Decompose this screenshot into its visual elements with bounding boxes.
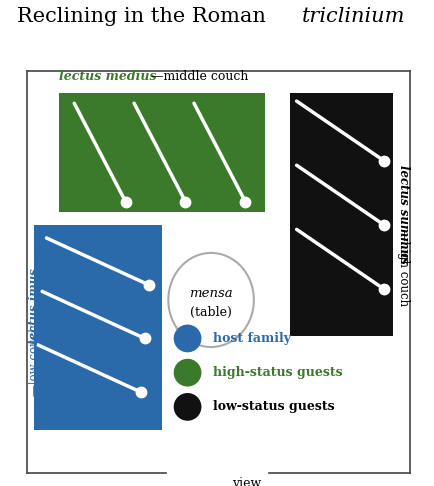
Text: high-status guests: high-status guests [213, 366, 342, 379]
Text: low-status guests: low-status guests [213, 400, 334, 414]
Circle shape [174, 394, 200, 420]
Bar [289, 92, 392, 336]
Text: —low couch: —low couch [28, 324, 41, 396]
Text: Reclining in the Roman: Reclining in the Roman [17, 7, 272, 26]
Bar [33, 225, 161, 431]
Circle shape [174, 360, 200, 385]
Circle shape [174, 326, 200, 351]
Text: host family: host family [213, 332, 290, 345]
Text: lectus summus: lectus summus [396, 165, 409, 264]
Text: lectus imus: lectus imus [28, 268, 41, 344]
Text: mensa: mensa [189, 287, 232, 300]
Bar [59, 92, 264, 212]
Text: view: view [232, 477, 261, 486]
Text: —high couch: —high couch [396, 229, 409, 307]
Text: lectus medius: lectus medius [59, 70, 156, 83]
Text: triclinium: triclinium [302, 7, 405, 26]
Text: —middle couch: —middle couch [151, 70, 248, 83]
Text: (table): (table) [190, 306, 231, 319]
Ellipse shape [168, 253, 253, 347]
